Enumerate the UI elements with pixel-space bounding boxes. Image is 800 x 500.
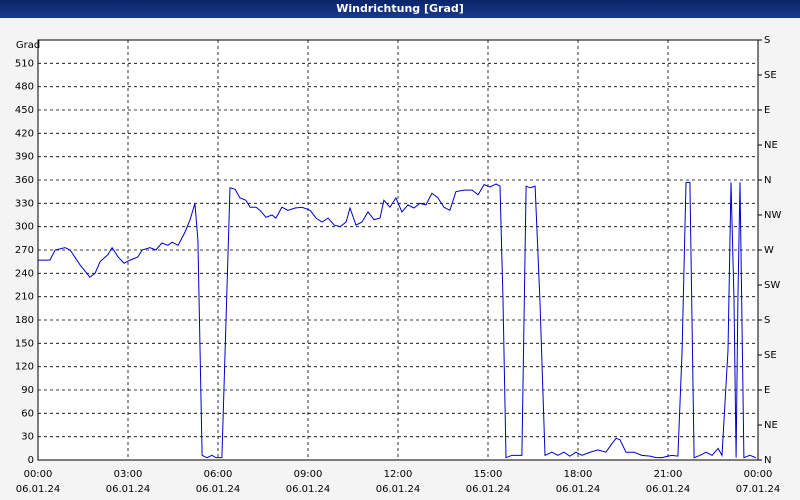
x-tick-label: 00:00	[744, 469, 773, 480]
x-tick-label: 12:00	[384, 469, 413, 480]
x-tick-date: 06.01.24	[646, 484, 691, 495]
y-tick-label: 390	[15, 152, 34, 163]
x-tick-label: 09:00	[294, 469, 323, 480]
y2-tick-label: E	[764, 385, 770, 396]
y-tick-label: 180	[15, 315, 34, 326]
y-tick-label: 30	[21, 432, 34, 443]
y-tick-label: 60	[21, 408, 34, 419]
y2-tick-label: N	[764, 175, 771, 186]
x-tick-date: 06.01.24	[16, 484, 61, 495]
x-tick-date: 07.01.24	[736, 484, 781, 495]
x-tick-label: 00:00	[24, 469, 53, 480]
x-tick-date: 06.01.24	[106, 484, 151, 495]
chart-title: Windrichtung [Grad]	[0, 0, 800, 18]
y-tick-label: 300	[15, 222, 34, 233]
y2-tick-label: W	[764, 245, 774, 256]
x-tick-label: 18:00	[564, 469, 593, 480]
y-tick-label: 270	[15, 245, 34, 256]
x-tick-date: 06.01.24	[196, 484, 241, 495]
y2-tick-label: E	[764, 105, 770, 116]
y2-tick-label: N	[764, 455, 771, 466]
y2-tick-label: SE	[764, 70, 777, 81]
y-tick-label: 510	[15, 58, 34, 69]
data-line	[38, 181, 757, 459]
y2-tick-label: NE	[764, 140, 778, 151]
y-tick-label: 360	[15, 175, 34, 186]
y-tick-label: 480	[15, 82, 34, 93]
y-tick-label: 210	[15, 292, 34, 303]
x-tick-date: 06.01.24	[556, 484, 601, 495]
y2-tick-label: S	[764, 315, 770, 326]
y-tick-label: 450	[15, 105, 34, 116]
x-tick-date: 06.01.24	[376, 484, 421, 495]
y-tick-label: 330	[15, 198, 34, 209]
y-tick-label: 420	[15, 128, 34, 139]
y2-tick-label: NW	[764, 210, 781, 221]
x-tick-date: 06.01.24	[466, 484, 511, 495]
y-tick-label: 0	[28, 455, 34, 466]
y2-tick-label: SW	[764, 280, 780, 291]
y-tick-label: 150	[15, 338, 34, 349]
x-tick-label: 03:00	[114, 469, 143, 480]
y2-tick-label: SE	[764, 350, 777, 361]
x-tick-label: 15:00	[474, 469, 503, 480]
y-tick-label: 120	[15, 362, 34, 373]
y-axis-label: Grad	[16, 40, 40, 51]
x-tick-label: 06:00	[204, 469, 233, 480]
y-tick-label: 240	[15, 268, 34, 279]
y-tick-label: 90	[21, 385, 34, 396]
x-tick-label: 21:00	[654, 469, 683, 480]
x-tick-date: 06.01.24	[286, 484, 331, 495]
y2-tick-label: NE	[764, 420, 778, 431]
y2-tick-label: S	[764, 35, 770, 46]
